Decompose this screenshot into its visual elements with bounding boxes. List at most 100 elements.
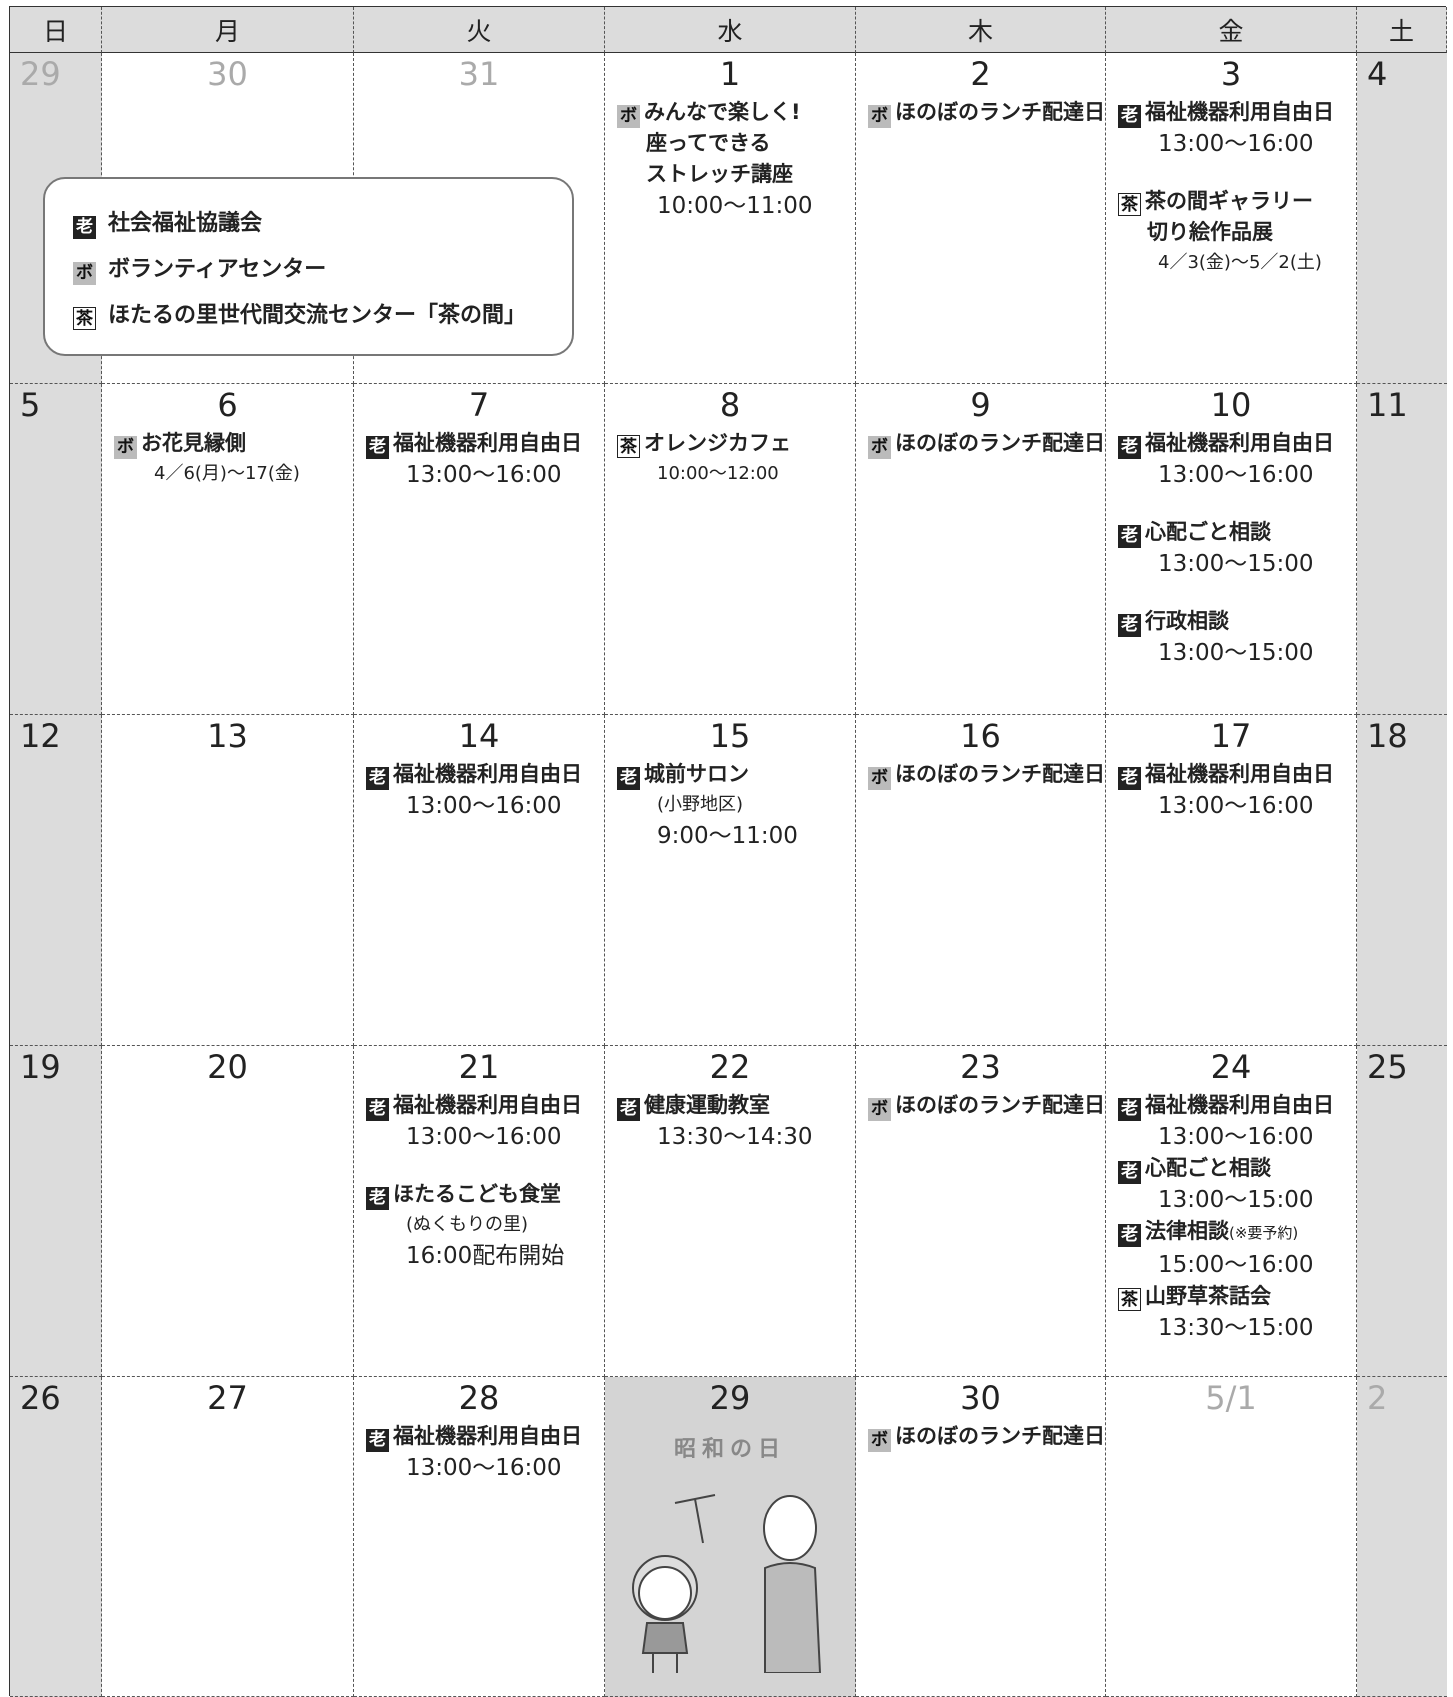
tag-icon: 茶 bbox=[1118, 1288, 1141, 1311]
day-cell: 13 bbox=[102, 715, 354, 1046]
event-title: ストレッチ講座 bbox=[646, 162, 793, 186]
event-time: 13:30〜14:30 bbox=[657, 1124, 813, 1150]
day-cell: 10 老福祉機器利用自由日 13:00〜16:00 老心配ごと相談 13:00〜15:0… bbox=[1106, 384, 1357, 715]
event-time: 13:00〜16:00 bbox=[406, 1124, 562, 1150]
tag-icon: 老 bbox=[617, 1098, 640, 1121]
date: 25 bbox=[1367, 1048, 1408, 1086]
event-time: 13:00〜15:00 bbox=[1158, 640, 1314, 666]
event-time: 10:00〜11:00 bbox=[657, 193, 813, 219]
day-header: 金 bbox=[1106, 7, 1357, 53]
event-time: 13:00〜15:00 bbox=[1158, 551, 1314, 577]
date: 30 bbox=[207, 55, 248, 93]
date: 30 bbox=[960, 1379, 1001, 1417]
event-title: 老ほたるこども食堂 bbox=[366, 1179, 604, 1210]
day-cell: 16 ボほのぼのランチ配達日 bbox=[856, 715, 1106, 1046]
event: 老法律相談(※要予約) 15:00〜16:00 bbox=[1106, 1216, 1356, 1281]
event-title: 老心配ごと相談 bbox=[1118, 517, 1356, 548]
tag-icon: ボ bbox=[114, 436, 137, 459]
event-title: 老福祉機器利用自由日 bbox=[1118, 1090, 1356, 1121]
title-text: ほのぼのランチ配達日 bbox=[895, 1093, 1105, 1117]
date: 12 bbox=[20, 717, 61, 755]
title-text: ほたるこども食堂 bbox=[393, 1182, 561, 1206]
event-period: (ぬくもりの里) bbox=[406, 1214, 529, 1235]
event: 老福祉機器利用自由日 13:00〜16:00 bbox=[1106, 97, 1356, 160]
event-title: 老健康運動教室 bbox=[617, 1090, 855, 1121]
date: 6 bbox=[217, 386, 238, 424]
date: 23 bbox=[960, 1048, 1001, 1086]
tag-icon: 茶 bbox=[73, 307, 96, 330]
tag-icon: 老 bbox=[366, 436, 389, 459]
day-cell: 2 bbox=[1357, 1377, 1447, 1697]
legend-label: ほたるの里世代間交流センター「茶の間」 bbox=[108, 303, 527, 328]
day-cell: 7 老福祉機器利用自由日 13:00〜16:00 bbox=[354, 384, 605, 715]
event-time: 13:30〜15:00 bbox=[1158, 1315, 1314, 1341]
event-period: 4／3(金)〜5／2(土) bbox=[1158, 252, 1322, 273]
day-cell: 27 bbox=[102, 1377, 354, 1697]
title-text: 城前サロン bbox=[644, 762, 749, 786]
day-cell: 25 bbox=[1357, 1046, 1447, 1377]
tag-icon: 老 bbox=[366, 767, 389, 790]
day-cell: 26 bbox=[10, 1377, 102, 1697]
calendar: 日月火水木金土 29 30 31 1 ボみんなで楽しく! 座ってできる ストレッチ講座 10:0… bbox=[9, 6, 1447, 1697]
event-title: 老福祉機器利用自由日 bbox=[1118, 97, 1356, 128]
date: 20 bbox=[207, 1048, 248, 1086]
day-cell: 22 老健康運動教室 13:30〜14:30 bbox=[605, 1046, 856, 1377]
date: 27 bbox=[207, 1379, 248, 1417]
day-cell: 21 老福祉機器利用自由日 13:00〜16:00 老ほたるこども食堂 (ぬくもりの里)… bbox=[354, 1046, 605, 1377]
event-title: 老福祉機器利用自由日 bbox=[366, 1421, 604, 1452]
title-text: 福祉機器利用自由日 bbox=[1145, 762, 1334, 786]
day-cell: 30 ボほのぼのランチ配達日 bbox=[856, 1377, 1106, 1697]
event-title: 老法律相談(※要予約) bbox=[1118, 1216, 1356, 1249]
day-cell: 24 老福祉機器利用自由日 13:00〜16:00 老心配ごと相談 13:00〜15:0… bbox=[1106, 1046, 1357, 1377]
date: 14 bbox=[458, 717, 500, 755]
event-title: ボみんなで楽しく! bbox=[617, 97, 855, 128]
tag-icon: ボ bbox=[868, 767, 891, 790]
event-period: 4／6(月)〜17(金) bbox=[154, 463, 300, 484]
illustration bbox=[632, 1494, 822, 1673]
legend-item: 老社会福祉協議会 bbox=[73, 201, 572, 247]
tag-icon: 老 bbox=[1118, 1161, 1141, 1184]
date: 13 bbox=[207, 717, 248, 755]
title-text: 心配ごと相談 bbox=[1145, 1156, 1271, 1180]
date: 3 bbox=[1220, 55, 1242, 93]
date: 7 bbox=[468, 386, 490, 424]
day-header: 水 bbox=[605, 7, 856, 53]
tag-icon: ボ bbox=[868, 436, 891, 459]
event: ボほのぼのランチ配達日 bbox=[856, 97, 1105, 128]
date: 8 bbox=[719, 386, 741, 424]
date: 1 bbox=[719, 55, 741, 93]
date: 10 bbox=[1210, 386, 1252, 424]
title-text: オレンジカフェ bbox=[644, 431, 791, 455]
event-title: 老福祉機器利用自由日 bbox=[1118, 759, 1356, 790]
event-title: 老福祉機器利用自由日 bbox=[366, 1090, 604, 1121]
date: 26 bbox=[20, 1379, 61, 1417]
day-cell: 5/1 bbox=[1106, 1377, 1357, 1697]
date: 16 bbox=[960, 717, 1001, 755]
event: 老心配ごと相談 13:00〜15:00 bbox=[1106, 1153, 1356, 1216]
title-text: ほのぼのランチ配達日 bbox=[895, 762, 1105, 786]
event: 老福祉機器利用自由日 13:00〜16:00 bbox=[354, 428, 604, 491]
title-text: 行政相談 bbox=[1145, 609, 1229, 633]
event: 老福祉機器利用自由日 13:00〜16:00 bbox=[1106, 759, 1356, 822]
event: ボほのぼのランチ配達日 bbox=[856, 1090, 1105, 1121]
event-time: 9:00〜11:00 bbox=[657, 823, 798, 849]
date: 31 bbox=[458, 55, 500, 93]
event-period: (小野地区) bbox=[657, 794, 744, 815]
event-title: 茶茶の間ギャラリー bbox=[1118, 186, 1356, 217]
event-time: 15:00〜16:00 bbox=[1158, 1252, 1314, 1278]
tag-icon: 老 bbox=[1118, 1098, 1141, 1121]
event: 老城前サロン (小野地区) 9:00〜11:00 bbox=[605, 759, 855, 852]
event-title: 茶山野草茶話会 bbox=[1118, 1281, 1356, 1312]
day-cell: 14 老福祉機器利用自由日 13:00〜16:00 bbox=[354, 715, 605, 1046]
title-text: 茶の間ギャラリー bbox=[1145, 189, 1313, 213]
title-text: 心配ごと相談 bbox=[1145, 520, 1271, 544]
event: 茶茶の間ギャラリー 切り絵作品展 4／3(金)〜5／2(土) bbox=[1106, 186, 1356, 278]
event-period: 10:00〜12:00 bbox=[657, 463, 779, 484]
date: 22 bbox=[709, 1048, 751, 1086]
day-cell: 23 ボほのぼのランチ配達日 bbox=[856, 1046, 1106, 1377]
day-cell: 5 bbox=[10, 384, 102, 715]
event-time: 13:00〜16:00 bbox=[406, 793, 562, 819]
event: 老福祉機器利用自由日 13:00〜16:00 bbox=[1106, 428, 1356, 491]
day-header: 土 bbox=[1357, 7, 1447, 53]
day-cell: 3 老福祉機器利用自由日 13:00〜16:00 茶茶の間ギャラリー 切り絵作品展 4／3… bbox=[1106, 53, 1357, 384]
